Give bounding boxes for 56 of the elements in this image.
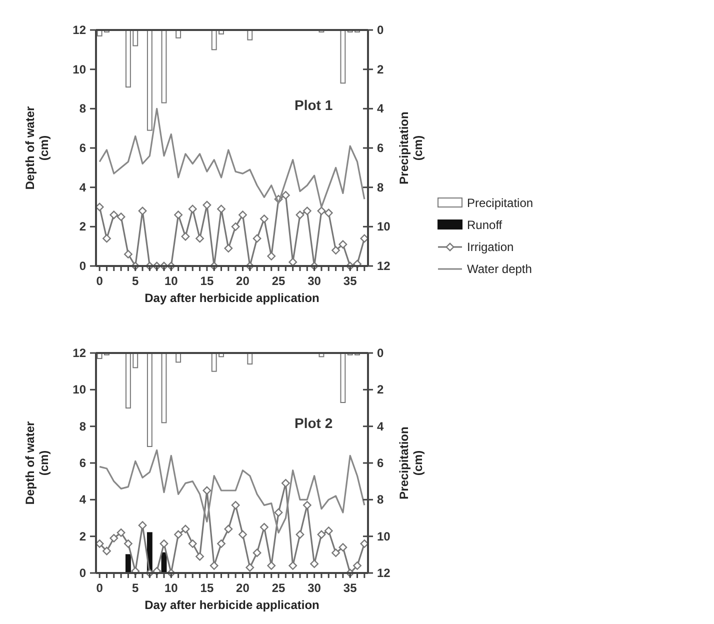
y-tick-label: 10 bbox=[72, 62, 86, 76]
x-tick-label: 0 bbox=[96, 581, 104, 595]
y-tick-label: 12 bbox=[72, 346, 86, 360]
legend-label: Precipitation bbox=[467, 196, 534, 210]
y-tick-label: 8 bbox=[79, 102, 86, 116]
y-tick-label: 10 bbox=[72, 382, 86, 397]
y2-tick-label: 6 bbox=[377, 141, 384, 155]
y2-tick-label: 8 bbox=[377, 492, 384, 507]
x-tick-label: 5 bbox=[132, 581, 140, 595]
text: Plot 1 bbox=[294, 97, 333, 114]
y2-tick-label: 0 bbox=[377, 346, 384, 360]
y2-tick-label: 2 bbox=[377, 62, 384, 76]
y-axis-title: Depth of water (cm) bbox=[23, 106, 51, 190]
x-tick-label: 15 bbox=[200, 274, 214, 288]
y-tick-label: 0 bbox=[79, 566, 86, 580]
x-tick-label: 35 bbox=[343, 581, 358, 595]
y2-tick-label: 0 bbox=[377, 23, 384, 37]
y-tick-label: 6 bbox=[79, 456, 86, 470]
x-tick-label: 15 bbox=[200, 581, 214, 595]
x-axis-title: Day after herbicide application bbox=[144, 291, 320, 305]
legend-label: Runoff bbox=[467, 218, 503, 232]
x-tick-label: 35 bbox=[343, 274, 358, 288]
y-tick-label: 4 bbox=[79, 180, 86, 194]
y2-tick-label: 10 bbox=[377, 220, 391, 234]
x-tick-label: 25 bbox=[272, 581, 286, 595]
legend-label: Irrigation bbox=[467, 240, 514, 254]
y-tick-label: 0 bbox=[79, 259, 86, 273]
y-tick-label: 2 bbox=[79, 529, 86, 544]
y-tick-label: 6 bbox=[79, 141, 86, 155]
y2-tick-label: 8 bbox=[377, 180, 384, 194]
x-tick-label: 10 bbox=[164, 274, 178, 288]
x-tick-label: 20 bbox=[236, 581, 250, 595]
y2-tick-label: 12 bbox=[377, 566, 391, 580]
text: Plot 2 bbox=[294, 414, 333, 431]
y2-tick-label: 4 bbox=[377, 102, 384, 116]
y-tick-label: 4 bbox=[79, 492, 86, 507]
y2-axis-title: Precipitation (cm) bbox=[397, 112, 425, 184]
x-tick-label: 30 bbox=[308, 581, 322, 595]
legend-label: Water depth bbox=[467, 262, 532, 276]
x-tick-label: 5 bbox=[132, 274, 140, 288]
y-tick-label: 2 bbox=[79, 220, 86, 234]
y-axis-title: Depth of water (cm) bbox=[23, 421, 51, 505]
x-axis-title: Day after herbicide application bbox=[144, 598, 320, 612]
y2-tick-label: 12 bbox=[377, 259, 391, 273]
y2-tick-label: 4 bbox=[377, 419, 384, 434]
x-tick-label: 10 bbox=[164, 581, 178, 595]
y-tick-label: 8 bbox=[79, 419, 86, 434]
x-tick-label: 30 bbox=[308, 274, 322, 288]
y2-axis-title: Precipitation (cm) bbox=[397, 426, 425, 500]
y2-tick-label: 6 bbox=[377, 456, 384, 470]
y2-tick-label: 2 bbox=[377, 382, 384, 397]
y-tick-label: 12 bbox=[72, 23, 86, 37]
x-tick-label: 20 bbox=[236, 274, 250, 288]
x-tick-label: 25 bbox=[272, 274, 286, 288]
x-tick-label: 0 bbox=[96, 274, 104, 288]
y2-tick-label: 10 bbox=[377, 529, 391, 544]
